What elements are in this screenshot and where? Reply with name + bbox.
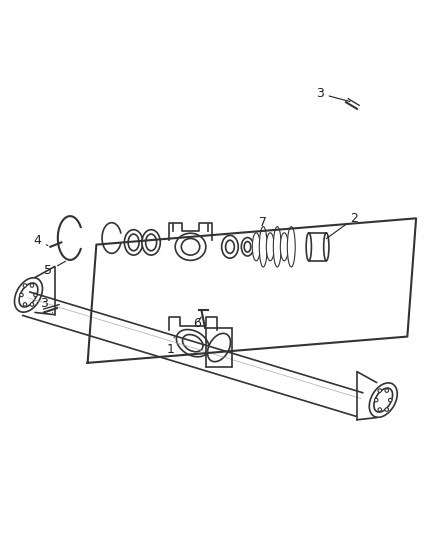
Ellipse shape xyxy=(244,241,251,252)
Ellipse shape xyxy=(181,238,200,255)
Text: 6: 6 xyxy=(193,317,201,330)
Ellipse shape xyxy=(369,383,397,417)
Text: 3: 3 xyxy=(40,297,53,312)
Ellipse shape xyxy=(183,335,203,352)
Ellipse shape xyxy=(19,283,38,307)
Ellipse shape xyxy=(208,333,230,362)
Ellipse shape xyxy=(259,227,267,267)
Text: 3: 3 xyxy=(316,87,350,101)
Circle shape xyxy=(378,389,381,392)
Circle shape xyxy=(378,408,381,411)
Ellipse shape xyxy=(287,227,295,267)
Circle shape xyxy=(20,293,23,297)
Ellipse shape xyxy=(128,234,139,251)
Text: 4: 4 xyxy=(33,233,48,247)
Ellipse shape xyxy=(324,233,329,261)
Ellipse shape xyxy=(252,233,260,261)
Text: 5: 5 xyxy=(44,261,65,277)
Circle shape xyxy=(385,389,389,392)
Circle shape xyxy=(30,284,34,287)
Ellipse shape xyxy=(142,230,160,255)
Ellipse shape xyxy=(306,233,311,261)
Ellipse shape xyxy=(241,238,254,256)
Ellipse shape xyxy=(273,227,281,267)
Circle shape xyxy=(34,293,37,297)
Ellipse shape xyxy=(280,233,288,261)
Ellipse shape xyxy=(222,236,238,258)
Ellipse shape xyxy=(145,234,156,251)
Text: 7: 7 xyxy=(259,216,267,236)
Ellipse shape xyxy=(14,278,42,312)
Circle shape xyxy=(30,303,34,306)
Circle shape xyxy=(389,398,392,402)
Circle shape xyxy=(385,408,389,411)
Circle shape xyxy=(374,398,378,402)
Ellipse shape xyxy=(374,388,392,412)
Ellipse shape xyxy=(175,233,206,260)
Ellipse shape xyxy=(177,329,209,357)
Ellipse shape xyxy=(226,240,234,253)
Circle shape xyxy=(23,284,27,287)
Text: 1: 1 xyxy=(166,337,174,356)
Text: 2: 2 xyxy=(326,212,358,239)
Ellipse shape xyxy=(124,230,143,255)
Circle shape xyxy=(23,303,27,306)
Ellipse shape xyxy=(266,233,274,261)
